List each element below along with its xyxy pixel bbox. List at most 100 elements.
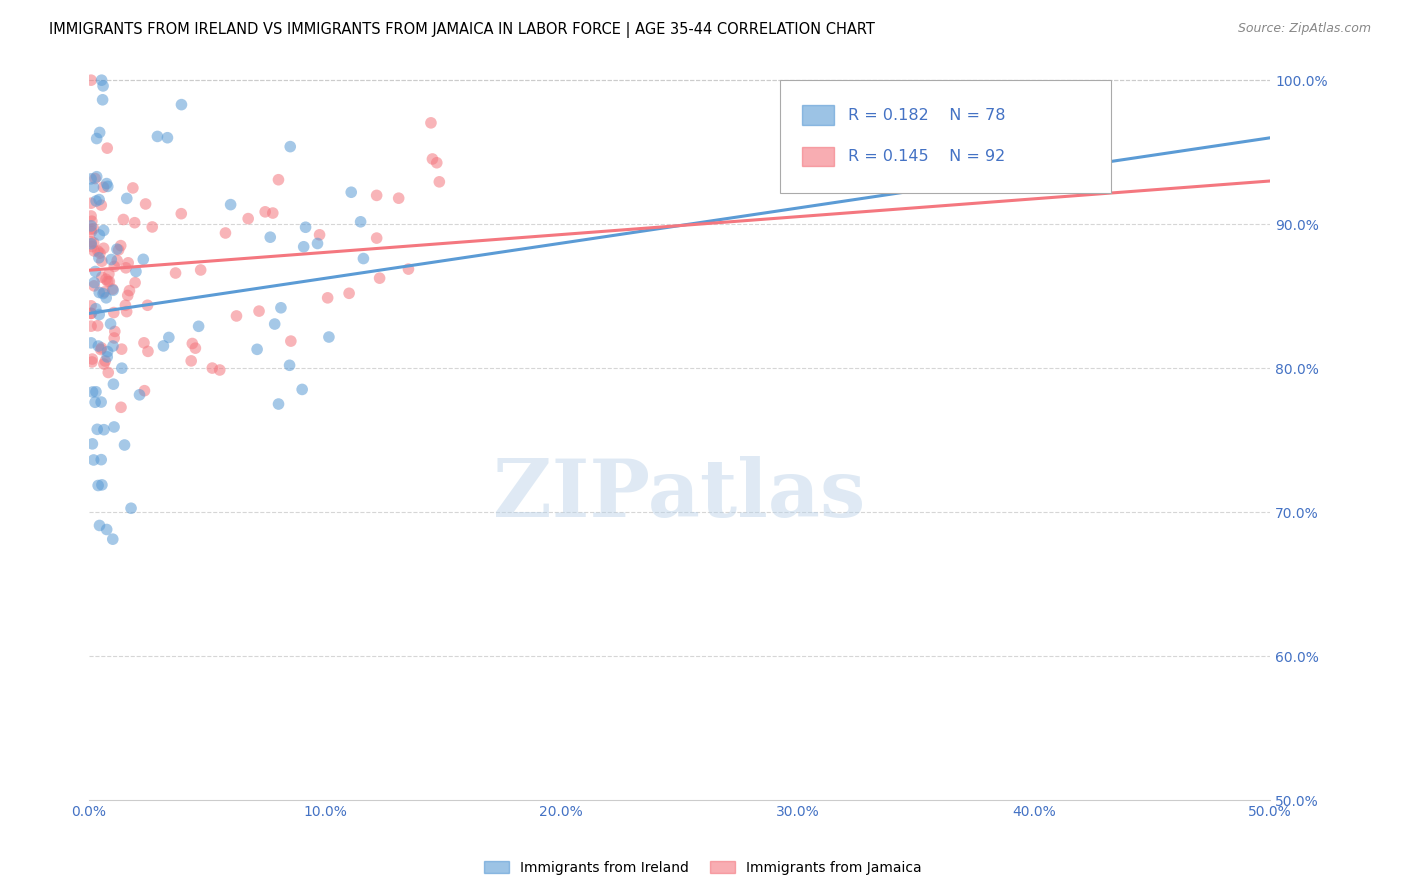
Immigrants from Ireland [219,197,242,211]
Immigrants from Jamaica [181,336,204,351]
Legend: Immigrants from Ireland, Immigrants from Jamaica: Immigrants from Ireland, Immigrants from… [478,855,928,880]
Text: Source: ZipAtlas.com: Source: ZipAtlas.com [1237,22,1371,36]
Immigrants from Ireland [318,330,340,344]
Immigrants from Ireland [82,437,104,451]
Immigrants from Ireland [278,359,301,373]
Immigrants from Ireland [170,97,193,112]
Immigrants from Ireland [101,283,124,297]
Immigrants from Ireland [156,130,179,145]
Immigrants from Ireland [263,317,285,331]
Immigrants from Jamaica [90,198,112,212]
Immigrants from Ireland [97,344,120,359]
Immigrants from Ireland [80,335,103,350]
Immigrants from Jamaica [90,270,112,285]
Immigrants from Jamaica [82,352,104,367]
Immigrants from Jamaica [208,363,231,377]
Immigrants from Ireland [83,276,105,290]
Immigrants from Jamaica [84,171,107,186]
Immigrants from Jamaica [110,401,132,415]
Immigrants from Ireland [87,478,110,492]
Immigrants from Jamaica [97,267,120,281]
Immigrants from Ireland [187,319,209,334]
Immigrants from Ireland [128,388,150,402]
Immigrants from Jamaica [422,152,444,166]
Immigrants from Ireland [152,339,174,353]
Immigrants from Jamaica [111,342,134,356]
Immigrants from Jamaica [366,231,388,245]
Immigrants from Jamaica [170,207,193,221]
Immigrants from Jamaica [316,291,339,305]
Immigrants from Ireland [89,125,111,139]
Immigrants from Ireland [93,223,115,237]
Immigrants from Ireland [93,423,115,437]
Immigrants from Jamaica [103,260,125,274]
Immigrants from Jamaica [80,222,103,236]
Immigrants from Ireland [103,377,125,392]
Immigrants from Ireland [83,453,105,467]
Immigrants from Jamaica [201,361,224,376]
FancyBboxPatch shape [803,147,834,167]
FancyBboxPatch shape [803,105,834,125]
Immigrants from Jamaica [136,344,159,359]
Immigrants from Jamaica [87,244,110,259]
Immigrants from Jamaica [80,306,103,320]
Immigrants from Jamaica [80,239,103,253]
Immigrants from Ireland [87,251,110,265]
Immigrants from Ireland [86,131,108,145]
Immigrants from Ireland [84,264,107,278]
Immigrants from Ireland [86,169,108,184]
Immigrants from Jamaica [80,355,103,369]
Immigrants from Jamaica [80,209,103,223]
Text: ZIPatlas: ZIPatlas [494,456,866,533]
Immigrants from Ireland [90,452,112,467]
Immigrants from Ireland [80,219,103,233]
Immigrants from Jamaica [337,286,360,301]
Immigrants from Jamaica [136,298,159,312]
Immigrants from Ireland [84,384,107,399]
Immigrants from Ireland [307,236,329,251]
Immigrants from Ireland [101,532,124,546]
Immigrants from Jamaica [118,284,141,298]
Immigrants from Jamaica [93,180,115,194]
Immigrants from Ireland [352,252,374,266]
Immigrants from Jamaica [366,188,388,202]
Immigrants from Jamaica [96,141,118,155]
Immigrants from Jamaica [90,343,112,357]
Immigrants from Ireland [267,397,290,411]
Immigrants from Jamaica [254,204,277,219]
Immigrants from Ireland [84,395,107,409]
Immigrants from Jamaica [83,244,105,258]
Immigrants from Jamaica [426,155,449,169]
Immigrants from Jamaica [104,325,127,339]
Immigrants from Jamaica [86,318,108,333]
Immigrants from Jamaica [103,305,125,319]
Immigrants from Jamaica [247,304,270,318]
Immigrants from Jamaica [94,272,117,286]
Immigrants from Jamaica [132,335,155,350]
Immigrants from Jamaica [308,227,330,242]
Immigrants from Ireland [84,194,107,208]
Immigrants from Jamaica [98,275,121,289]
Immigrants from Jamaica [97,366,120,380]
Immigrants from Ireland [111,361,134,376]
Immigrants from Jamaica [101,282,124,296]
Immigrants from Jamaica [80,235,103,249]
Immigrants from Ireland [115,191,138,205]
Immigrants from Jamaica [93,241,115,255]
Immigrants from Ireland [96,177,118,191]
Immigrants from Jamaica [82,221,104,235]
Immigrants from Ireland [125,264,148,278]
Immigrants from Ireland [101,339,124,353]
Immigrants from Ireland [340,186,363,200]
Immigrants from Jamaica [190,263,212,277]
Immigrants from Ireland [89,518,111,533]
Immigrants from Ireland [82,384,104,399]
Immigrants from Jamaica [90,341,112,355]
Immigrants from Ireland [278,139,301,153]
Immigrants from Jamaica [267,172,290,186]
Immigrants from Ireland [96,291,118,305]
Immigrants from Jamaica [262,206,284,220]
Immigrants from Ireland [84,301,107,316]
Text: R = 0.145    N = 92: R = 0.145 N = 92 [848,149,1005,164]
Immigrants from Ireland [146,129,169,144]
